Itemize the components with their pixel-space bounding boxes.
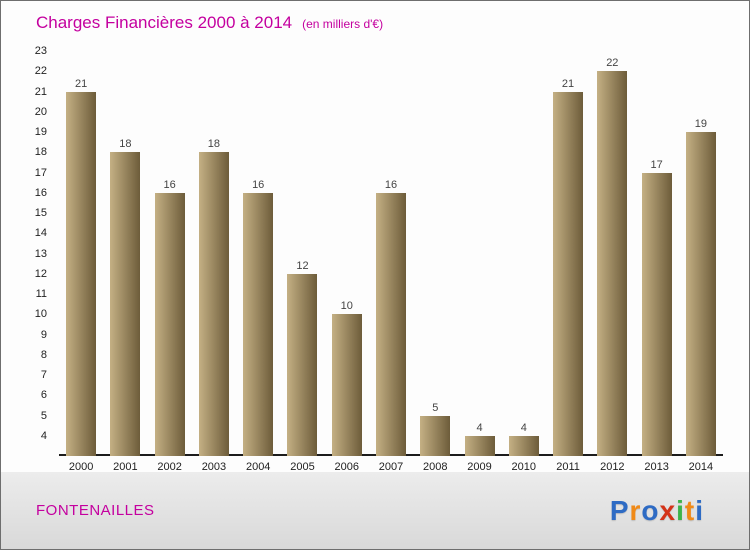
x-axis-label: 2011	[556, 461, 580, 473]
y-axis-tick-label: 18	[34, 146, 47, 159]
logo-letter: P	[609, 494, 630, 526]
y-axis-tick-label: 7	[40, 369, 47, 381]
x-axis-label: 2002	[157, 461, 182, 473]
bar-2011	[553, 91, 584, 456]
logo-letter: i	[695, 494, 704, 526]
bar-value-label: 19	[694, 118, 707, 130]
logo-letter: o	[641, 494, 660, 526]
bar-2014	[685, 132, 716, 456]
x-axis-label: 2004	[245, 461, 271, 473]
y-axis-tick-label: 9	[40, 328, 47, 341]
bar-slot: 10	[325, 51, 369, 456]
bar-slot: 4	[457, 51, 501, 456]
bar-2009	[464, 435, 495, 456]
bar-value-label: 16	[384, 178, 398, 191]
x-axis-label: 2010	[511, 461, 537, 473]
bar-2000	[66, 91, 97, 456]
bar-value-label: 21	[75, 77, 88, 90]
bar-value-label: 22	[606, 57, 619, 70]
x-axis-label: 2001	[113, 461, 138, 473]
y-axis-tick-label: 22	[34, 65, 47, 78]
bar-value-label: 4	[476, 421, 483, 434]
y-axis-tick-label: 21	[34, 85, 47, 98]
logo-letter: r	[629, 494, 642, 526]
x-axis-label: 2000	[68, 461, 94, 473]
chart-subtitle: (en milliers d'€)	[302, 17, 384, 31]
bar-slot: 17	[634, 51, 678, 456]
bar-slot: 16	[369, 51, 413, 456]
x-axis-label: 2013	[644, 461, 669, 473]
bar-2008	[420, 415, 451, 456]
bar-2003	[198, 152, 229, 456]
x-axis-label: 2005	[290, 461, 315, 473]
bar-2013	[641, 172, 672, 456]
y-axis-tick-label: 12	[34, 267, 47, 280]
y-axis-tick-label: 16	[34, 186, 47, 199]
x-axis-label: 2003	[201, 461, 227, 473]
y-axis-tick-label: 8	[40, 348, 47, 361]
y-axis-tick-label: 20	[34, 105, 47, 118]
x-axis-label: 2014	[688, 461, 714, 473]
bar-value-label: 10	[340, 300, 353, 313]
chart-header: Charges Financières 2000 à 2014 (en mill…	[36, 13, 383, 33]
bar-value-label: 16	[252, 178, 265, 191]
logo-letter: x	[659, 494, 677, 526]
y-axis-tick-label: 11	[35, 288, 47, 300]
bar-2001	[110, 152, 141, 456]
bar-value-label: 18	[207, 138, 221, 151]
bar-value-label: 12	[296, 259, 309, 272]
bar-2006	[331, 314, 362, 456]
bar-slot: 5	[413, 51, 457, 456]
bar-value-label: 4	[520, 421, 527, 434]
footer: FONTENAILLES Proxiti	[1, 472, 749, 549]
y-axis: 4 5 6 7 8 9 10 11 12 13 14 15 16 17 18 19 20 21 22 23	[1, 45, 53, 456]
bar-value-label: 18	[119, 138, 132, 151]
bar-value-label: 17	[650, 158, 663, 171]
x-axis-label: 2006	[334, 461, 359, 473]
x-axis-label: 2009	[467, 461, 492, 473]
bar-value-label: 21	[561, 77, 575, 90]
logo-letter: t	[684, 494, 696, 526]
bar-slot: 16	[148, 51, 192, 456]
bar-slot: 21	[546, 51, 590, 456]
bar-slot: 12	[280, 51, 324, 456]
y-axis-tick-label: 15	[34, 207, 47, 219]
y-axis-tick-label: 5	[40, 409, 47, 422]
bar-slot: 16	[236, 51, 280, 456]
bar-value-label: 5	[432, 401, 439, 414]
logo-letter: i	[676, 494, 685, 526]
bar-chart-plot-area: 21 18 16 18 16 12 10 16 5 4 4 21 22 17 19	[59, 51, 723, 456]
bar-2005	[287, 273, 318, 456]
bar-slot: 21	[59, 51, 103, 456]
x-axis-label: 2008	[423, 461, 448, 473]
bar-slot: 18	[103, 51, 147, 456]
footer-location: FONTENAILLES	[36, 502, 155, 519]
y-axis-tick-label: 13	[34, 247, 47, 260]
y-axis-tick-label: 19	[34, 126, 47, 138]
bar-2012	[597, 71, 628, 456]
y-axis-tick-label: 14	[34, 227, 47, 240]
y-axis-tick-label: 4	[40, 429, 47, 442]
bar-slot: 19	[679, 51, 723, 456]
bar-slot: 22	[590, 51, 634, 456]
bar-2010	[508, 435, 539, 456]
x-axis-label: 2007	[378, 461, 404, 473]
x-axis: 2000 2001 2002 2003 2004 2005 2006 2007 2008 2009…	[59, 461, 723, 473]
y-axis-tick-label: 6	[40, 389, 47, 402]
bar-value-label: 16	[163, 178, 176, 191]
bar-slot: 18	[192, 51, 236, 456]
bar-2004	[243, 192, 274, 456]
bar-2007	[375, 192, 406, 456]
bar-slot: 4	[502, 51, 546, 456]
proxiti-logo[interactable]: Proxiti	[610, 495, 704, 527]
chart-title: Charges Financières 2000 à 2014	[36, 13, 293, 32]
y-axis-tick-label: 23	[34, 45, 47, 57]
x-axis-label: 2012	[600, 461, 625, 473]
y-axis-tick-label: 17	[34, 166, 47, 179]
bar-2002	[154, 192, 185, 456]
y-axis-tick-label: 10	[34, 308, 47, 321]
